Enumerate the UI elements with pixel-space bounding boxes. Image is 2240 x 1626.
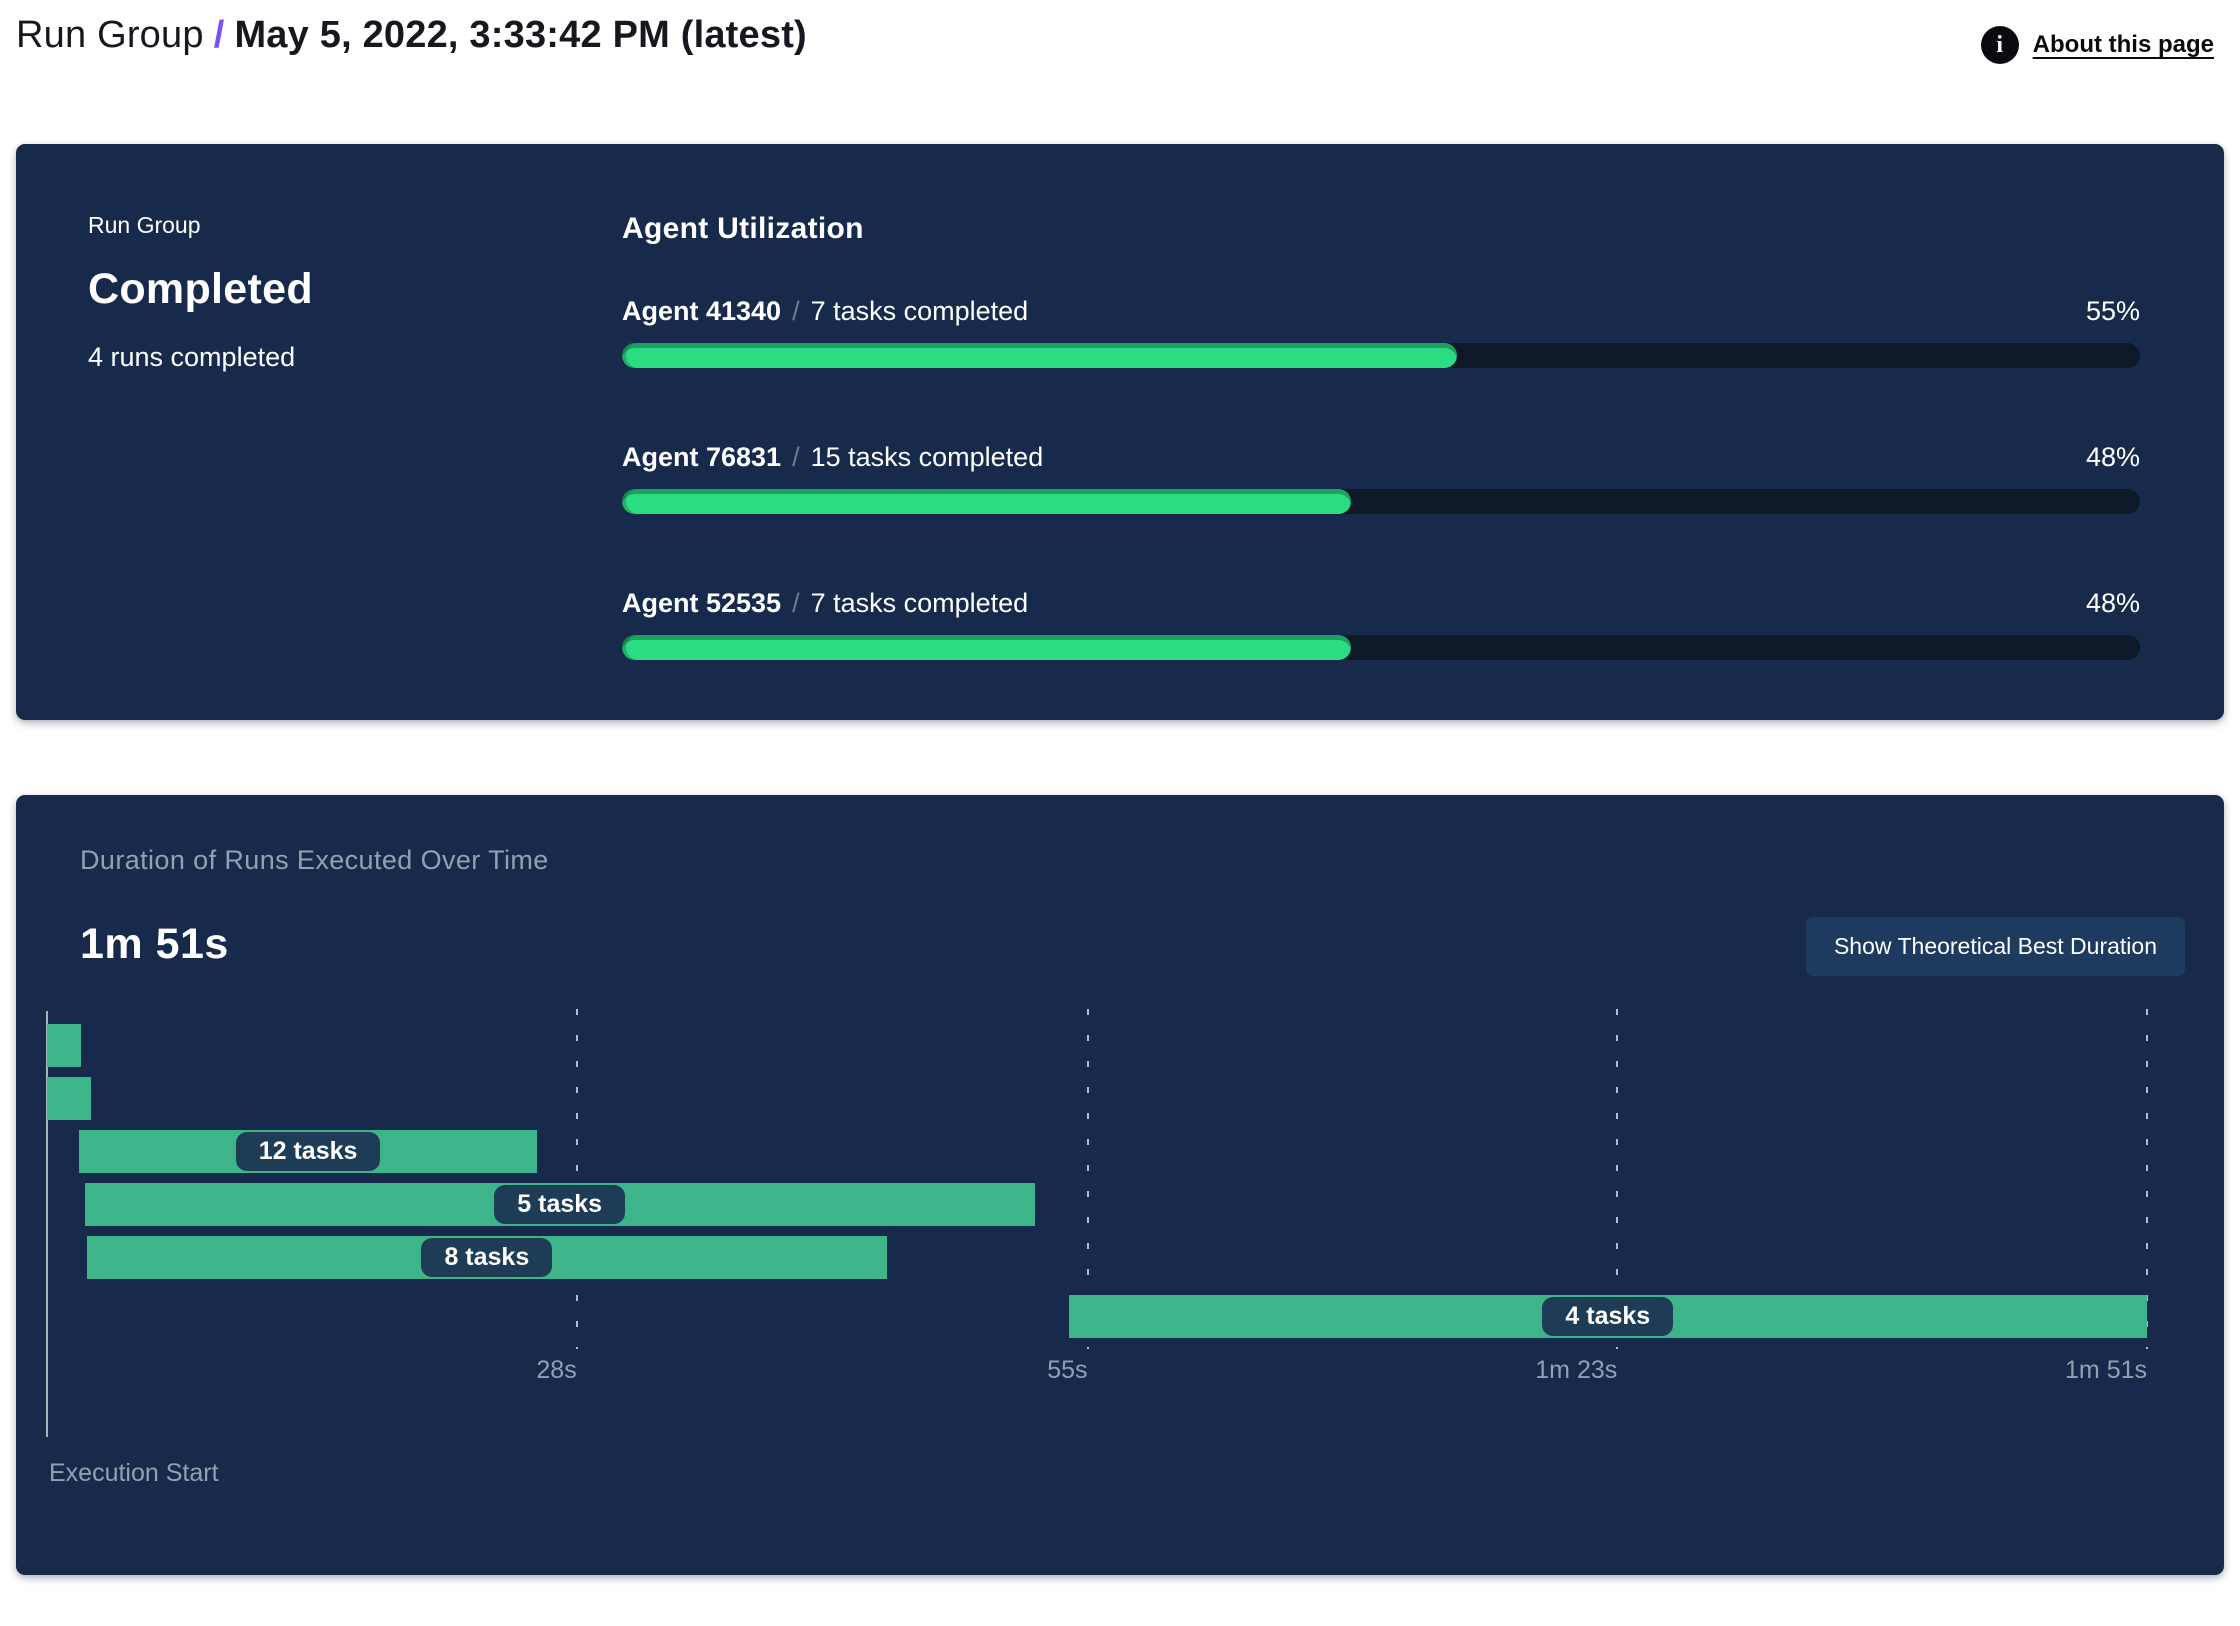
gridline-55s [1086, 1009, 1089, 1349]
task-count-pill: 5 tasks [494, 1185, 626, 1224]
agent-utilization-heading: Agent Utilization [622, 212, 864, 245]
agent-utilization-row: Agent 52535 / 7 tasks completed 48% [622, 588, 2140, 660]
page-title: Run Group / May 5, 2022, 3:33:42 PM (lates… [16, 14, 807, 57]
gridline-1m-23s [1616, 1009, 1619, 1349]
run-duration-bar[interactable] [47, 1024, 82, 1067]
gridline-1m-51s [2146, 1009, 2148, 1349]
info-icon[interactable]: i [1980, 26, 2019, 64]
show-theoretical-best-duration-button[interactable]: Show Theoretical Best Duration [1805, 917, 2185, 976]
total-duration-value: 1m 51s [80, 920, 229, 968]
axis-tick-label: 1m 23s [1535, 1356, 1618, 1384]
task-count-pill: 8 tasks [421, 1238, 553, 1277]
status-badge: Completed [88, 265, 313, 313]
run-title: May 5, 2022, 3:33:42 PM (latest) [234, 14, 807, 56]
page-header: Run Group / May 5, 2022, 3:33:42 PM (lates… [0, 0, 2240, 64]
run-duration-bar[interactable]: 4 tasks [1068, 1295, 2147, 1338]
agent-utilization-section: Agent Utilization Agent 41340 / 7 tasks … [622, 212, 2140, 670]
utilization-percent: 48% [2085, 442, 2140, 472]
run-duration-bar[interactable]: 12 tasks [79, 1130, 537, 1173]
tasks-completed-label: 7 tasks completed [810, 296, 1029, 326]
utilization-progress-fill [622, 635, 1351, 660]
utilization-percent: 55% [2085, 296, 2140, 326]
task-count-pill: 12 tasks [235, 1132, 381, 1171]
summary-label: Run Group [88, 212, 201, 238]
breadcrumb: Run Group [16, 14, 204, 56]
run-duration-bar[interactable]: 5 tasks [84, 1183, 1035, 1226]
utilization-percent: 48% [2085, 588, 2140, 618]
agent-utilization-row: Agent 76831 / 15 tasks completed 48% [622, 442, 2140, 514]
duration-gantt-chart: Execution Start 28s 55s 1m 23s 1m 51s 12 tas… [46, 1009, 2148, 1514]
task-count-pill: 4 tasks [1542, 1297, 1674, 1336]
utilization-progress-fill [622, 343, 1457, 368]
execution-start-label: Execution Start [49, 1459, 219, 1487]
utilization-progress-track [622, 489, 2140, 514]
agent-name: Agent 52535 [622, 588, 782, 618]
agent-utilization-row: Agent 41340 / 7 tasks completed 55% [622, 296, 2140, 368]
agent-utilization-rows: Agent 41340 / 7 tasks completed 55% Agen… [622, 296, 2140, 660]
tasks-completed-label: 15 tasks completed [810, 442, 1044, 472]
runs-completed-count: 4 runs completed [88, 342, 296, 372]
duration-panel: Duration of Runs Executed Over Time 1m 5… [16, 795, 2224, 1575]
gridline-28s [575, 1009, 578, 1349]
run-group-panel: Run Group Completed 4 runs completed Age… [16, 144, 2224, 720]
axis-tick-label: 1m 51s [2065, 1356, 2147, 1384]
run-duration-bar[interactable]: 8 tasks [86, 1236, 887, 1279]
run-group-summary: Run Group Completed 4 runs completed [88, 212, 622, 670]
run-duration-bar[interactable] [47, 1077, 91, 1120]
agent-name: Agent 76831 [622, 442, 782, 472]
execution-start-axis-line [46, 1011, 48, 1437]
axis-tick-label: 28s [536, 1356, 577, 1384]
about-this-page[interactable]: i About this page [1980, 26, 2214, 64]
agent-name: Agent 41340 [622, 296, 782, 326]
duration-chart-title: Duration of Runs Executed Over Time [80, 845, 549, 875]
utilization-progress-fill [622, 489, 1351, 514]
label-separator: / [792, 296, 800, 326]
axis-tick-label: 55s [1047, 1356, 1088, 1384]
breadcrumb-separator: / [213, 14, 225, 56]
utilization-progress-track [622, 635, 2140, 660]
tasks-completed-label: 7 tasks completed [810, 588, 1029, 618]
utilization-progress-track [622, 343, 2140, 368]
about-link[interactable]: About this page [2032, 31, 2214, 58]
label-separator: / [792, 442, 800, 472]
label-separator: / [792, 588, 800, 618]
